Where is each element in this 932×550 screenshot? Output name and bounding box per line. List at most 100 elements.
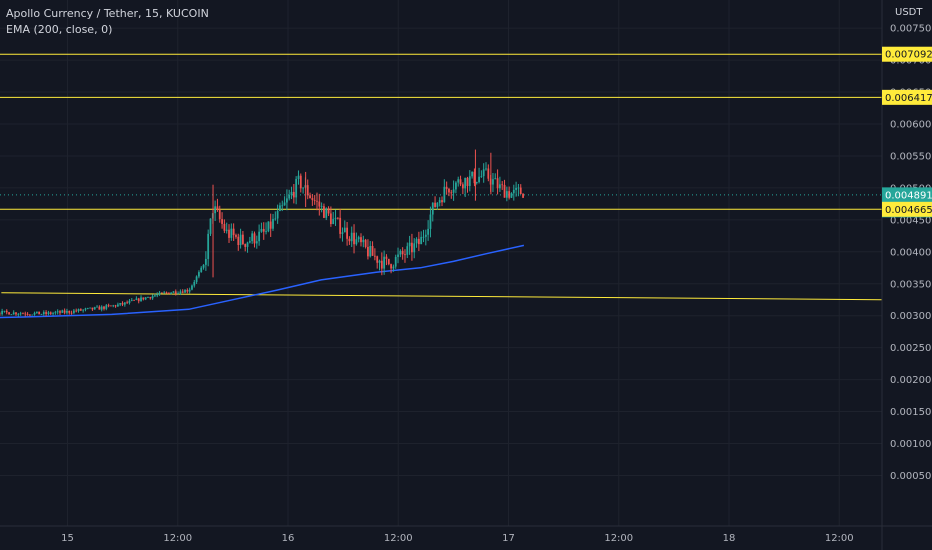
- candle-body: [411, 242, 413, 253]
- candle-body: [135, 298, 138, 301]
- candle-body: [144, 297, 147, 300]
- candle-body: [130, 299, 133, 301]
- candle-body: [475, 182, 478, 184]
- candle-body: [346, 227, 348, 239]
- candle-body: [54, 312, 57, 314]
- candle-body: [427, 228, 430, 235]
- grid: [0, 0, 882, 526]
- candle-body: [327, 208, 330, 214]
- candle-body: [299, 175, 302, 189]
- candle-body: [364, 239, 367, 247]
- candle-body: [288, 195, 291, 199]
- candle-body: [218, 209, 221, 220]
- candle-body: [297, 175, 300, 179]
- candle-body: [336, 217, 339, 219]
- candle-body: [63, 310, 66, 313]
- candle-body: [499, 184, 501, 189]
- candle-body: [68, 311, 71, 313]
- candle-body: [457, 179, 460, 183]
- candle-body: [119, 303, 122, 305]
- candle-body: [480, 176, 483, 177]
- candle-body: [12, 312, 15, 315]
- candle-body: [434, 202, 436, 207]
- candle-body: [107, 305, 110, 307]
- candle-body: [438, 200, 441, 203]
- last-price-label: 0.004891: [885, 190, 932, 201]
- candle-body: [156, 294, 159, 296]
- candle-body: [128, 300, 131, 303]
- candle-body: [404, 254, 406, 256]
- candle-body: [436, 202, 439, 207]
- candle-body: [292, 191, 295, 198]
- candle-body: [329, 213, 332, 225]
- candle-body: [202, 264, 205, 268]
- candle-body: [248, 241, 251, 243]
- candle-body: [448, 188, 450, 193]
- candle-body: [424, 234, 427, 237]
- ema-line: [0, 244, 525, 319]
- candle-body: [186, 290, 189, 292]
- candle-body: [371, 245, 374, 256]
- candle-body: [223, 223, 226, 231]
- time-tick-label: 12:00: [825, 533, 854, 544]
- candle-body: [487, 168, 490, 179]
- candle-body: [19, 313, 22, 315]
- candle-body: [443, 186, 446, 203]
- candle-body: [272, 218, 274, 229]
- candle-body: [482, 169, 485, 177]
- candle-body: [147, 297, 149, 298]
- candle-body: [452, 189, 455, 193]
- candle-body: [515, 187, 518, 190]
- candle-body: [496, 178, 499, 189]
- candle-body: [45, 312, 48, 314]
- candle-body: [360, 237, 362, 243]
- horizontal-levels[interactable]: [0, 53, 883, 301]
- candles: [0, 149, 524, 317]
- candle-body: [204, 258, 207, 265]
- candle-body: [318, 201, 321, 207]
- candle-body: [455, 182, 457, 190]
- candle-body: [357, 237, 360, 240]
- candle-body: [385, 256, 388, 259]
- candle-body: [348, 238, 351, 242]
- indicator-label[interactable]: EMA (200, close, 0): [6, 23, 113, 36]
- candle-body: [126, 302, 129, 304]
- candle-body: [49, 312, 52, 314]
- candle-body: [265, 231, 267, 233]
- candle-body: [82, 309, 85, 311]
- candle-body: [420, 236, 423, 245]
- symbol-title[interactable]: Apollo Currency / Tether, 15, KUCOIN: [6, 7, 209, 20]
- candle-body: [239, 234, 242, 246]
- candle-body: [519, 187, 522, 194]
- candle-body: [445, 186, 448, 189]
- candle-body: [262, 228, 265, 232]
- candle-body: [473, 171, 476, 184]
- candle-body: [170, 292, 173, 294]
- candle-body: [52, 313, 54, 314]
- candle-body: [207, 233, 210, 259]
- candle-body: [355, 239, 358, 245]
- candle-body: [323, 206, 325, 218]
- candle-body: [110, 305, 112, 307]
- candle-body: [258, 231, 261, 242]
- time-tick-label: 17: [502, 533, 515, 544]
- candle-body: [383, 256, 386, 269]
- candle-body: [195, 276, 198, 282]
- candle-body: [510, 193, 513, 198]
- candle-body: [253, 233, 256, 244]
- support-trendline[interactable]: [1, 292, 883, 301]
- candle-body: [367, 246, 369, 257]
- candle-body: [306, 185, 309, 196]
- candle-body: [399, 250, 402, 255]
- candle-body: [77, 309, 80, 312]
- candle-body: [369, 245, 372, 257]
- candle-body: [184, 290, 186, 293]
- candle-body: [471, 171, 474, 177]
- candle-body: [237, 236, 240, 246]
